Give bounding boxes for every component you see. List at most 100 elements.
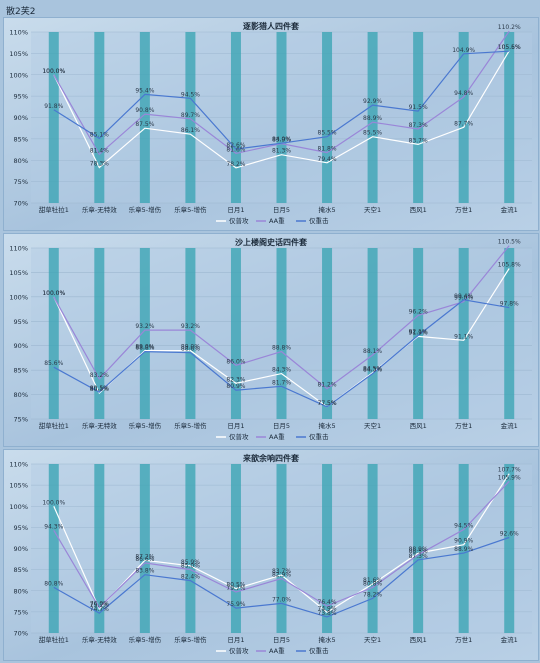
y-tick-label: 100% bbox=[9, 503, 28, 511]
category-bar bbox=[504, 32, 515, 203]
data-label: 88.1% bbox=[363, 348, 382, 355]
data-label: 84.0% bbox=[272, 136, 291, 143]
data-label: 77.5% bbox=[318, 400, 337, 407]
category-bar bbox=[458, 248, 469, 419]
data-label: 87.7% bbox=[454, 120, 473, 127]
data-label: 83.7% bbox=[409, 137, 428, 144]
x-tick-label: 日月1 bbox=[227, 422, 244, 430]
chart-panel-1: 逐影猎人四件套 70% 75% 80% 85% 90% 95% 100% 105% 110% 甜草… bbox=[3, 17, 539, 231]
data-label: 85.6% bbox=[44, 360, 63, 367]
data-label: 81.2% bbox=[318, 382, 337, 389]
data-label: 94.3% bbox=[44, 523, 63, 530]
x-tick-label: 乐章-无特效 bbox=[82, 205, 117, 214]
y-tick-label: 90% bbox=[14, 114, 28, 122]
category-bar bbox=[139, 248, 150, 419]
series-line bbox=[53, 245, 510, 390]
data-label: 80.3% bbox=[90, 386, 109, 393]
series-line bbox=[53, 299, 510, 408]
data-label: 78.2% bbox=[363, 591, 382, 598]
series-line bbox=[53, 50, 510, 169]
y-tick-label: 85% bbox=[14, 135, 28, 143]
data-label: 92.9% bbox=[363, 98, 382, 105]
data-label: 93.2% bbox=[135, 323, 154, 330]
y-tick-label: 90% bbox=[14, 545, 28, 553]
data-label: 91.5% bbox=[409, 104, 428, 111]
data-label: 82.6% bbox=[226, 142, 245, 149]
data-label: 92.6% bbox=[500, 531, 519, 538]
x-tick-label: 掩水5 bbox=[318, 205, 335, 214]
y-tick-label: 95% bbox=[14, 93, 28, 101]
data-label: 82.3% bbox=[226, 376, 245, 383]
data-label: 90.9% bbox=[454, 538, 473, 545]
category-bar bbox=[139, 464, 150, 633]
category-bar bbox=[322, 248, 333, 419]
y-tick-label: 105% bbox=[9, 482, 28, 490]
x-tick-label: 掩水5 bbox=[318, 421, 335, 430]
data-label: 95.4% bbox=[135, 87, 154, 94]
x-tick-label: 日月5 bbox=[273, 206, 290, 214]
category-bar bbox=[139, 32, 150, 203]
data-label: 77.0% bbox=[272, 596, 291, 603]
category-bar bbox=[458, 464, 469, 633]
y-tick-label: 80% bbox=[14, 391, 28, 399]
data-label: 91.8% bbox=[44, 103, 63, 110]
data-label: 86.0% bbox=[226, 358, 245, 365]
category-bar bbox=[504, 464, 515, 633]
data-label: 84.3% bbox=[363, 367, 382, 374]
x-tick-label: 乐章-无特效 bbox=[82, 421, 117, 430]
data-label: 87.2% bbox=[135, 553, 154, 560]
line-chart-1: 70% 75% 80% 85% 90% 95% 100% 105% 110% 甜草牡拉1 乐章-无特… bbox=[9, 24, 532, 225]
category-bar bbox=[413, 248, 424, 419]
y-tick-label: 95% bbox=[14, 524, 28, 532]
data-label: 89.0% bbox=[135, 344, 154, 351]
legend-label: 仅普攻 bbox=[229, 646, 249, 655]
data-label: 87.3% bbox=[409, 553, 428, 560]
series-line bbox=[53, 473, 510, 614]
data-label: 94.8% bbox=[454, 90, 473, 97]
y-tick-label: 110% bbox=[9, 29, 28, 37]
chart-title: 来歆余响四件套 bbox=[243, 454, 299, 463]
data-label: 99.0% bbox=[454, 295, 473, 302]
data-label: 77.5% bbox=[318, 400, 337, 407]
category-bar bbox=[367, 32, 378, 203]
data-label: 83.9% bbox=[272, 137, 291, 144]
data-label: 85.5% bbox=[318, 130, 337, 137]
data-label: 84.3% bbox=[272, 367, 291, 374]
data-label: 76.0% bbox=[90, 601, 109, 608]
category-bar bbox=[230, 32, 241, 203]
y-tick-label: 75% bbox=[14, 608, 28, 616]
y-tick-label: 75% bbox=[14, 416, 28, 424]
x-tick-label: 日月5 bbox=[273, 636, 290, 644]
legend-label: 仅重击 bbox=[309, 432, 329, 441]
data-label: 96.2% bbox=[409, 308, 428, 315]
category-bar bbox=[276, 464, 287, 633]
y-tick-label: 80% bbox=[14, 157, 28, 165]
category-bar bbox=[48, 248, 59, 419]
data-label: 105.8% bbox=[498, 262, 521, 269]
data-label: 99.4% bbox=[454, 293, 473, 300]
y-tick-label: 95% bbox=[14, 318, 28, 326]
y-tick-label: 90% bbox=[14, 342, 28, 350]
x-tick-label: 万世1 bbox=[455, 635, 472, 644]
data-label: 84.5% bbox=[363, 366, 382, 373]
page-title: 散2芙2 bbox=[6, 7, 36, 17]
data-label: 85.5% bbox=[363, 130, 382, 137]
x-tick-label: 乐章-无特效 bbox=[82, 635, 117, 644]
data-label: 78.3% bbox=[90, 161, 109, 168]
category-bar bbox=[94, 248, 105, 419]
data-label: 82.4% bbox=[181, 574, 200, 581]
category-bar bbox=[94, 464, 105, 633]
y-tick-label: 85% bbox=[14, 566, 28, 574]
data-label: 74.9% bbox=[318, 605, 337, 612]
data-label: 105.6% bbox=[498, 44, 521, 51]
data-label: 107.7% bbox=[498, 467, 521, 474]
data-label: 91.1% bbox=[454, 333, 473, 340]
legend-label: 仅重击 bbox=[309, 646, 329, 655]
x-tick-label: 天空1 bbox=[364, 635, 381, 644]
category-bar bbox=[185, 32, 196, 203]
category-bar bbox=[185, 248, 196, 419]
data-label: 85.1% bbox=[90, 131, 109, 138]
data-label: 80.5% bbox=[90, 385, 109, 392]
data-label: 105.9% bbox=[498, 474, 521, 481]
category-bar bbox=[276, 32, 287, 203]
